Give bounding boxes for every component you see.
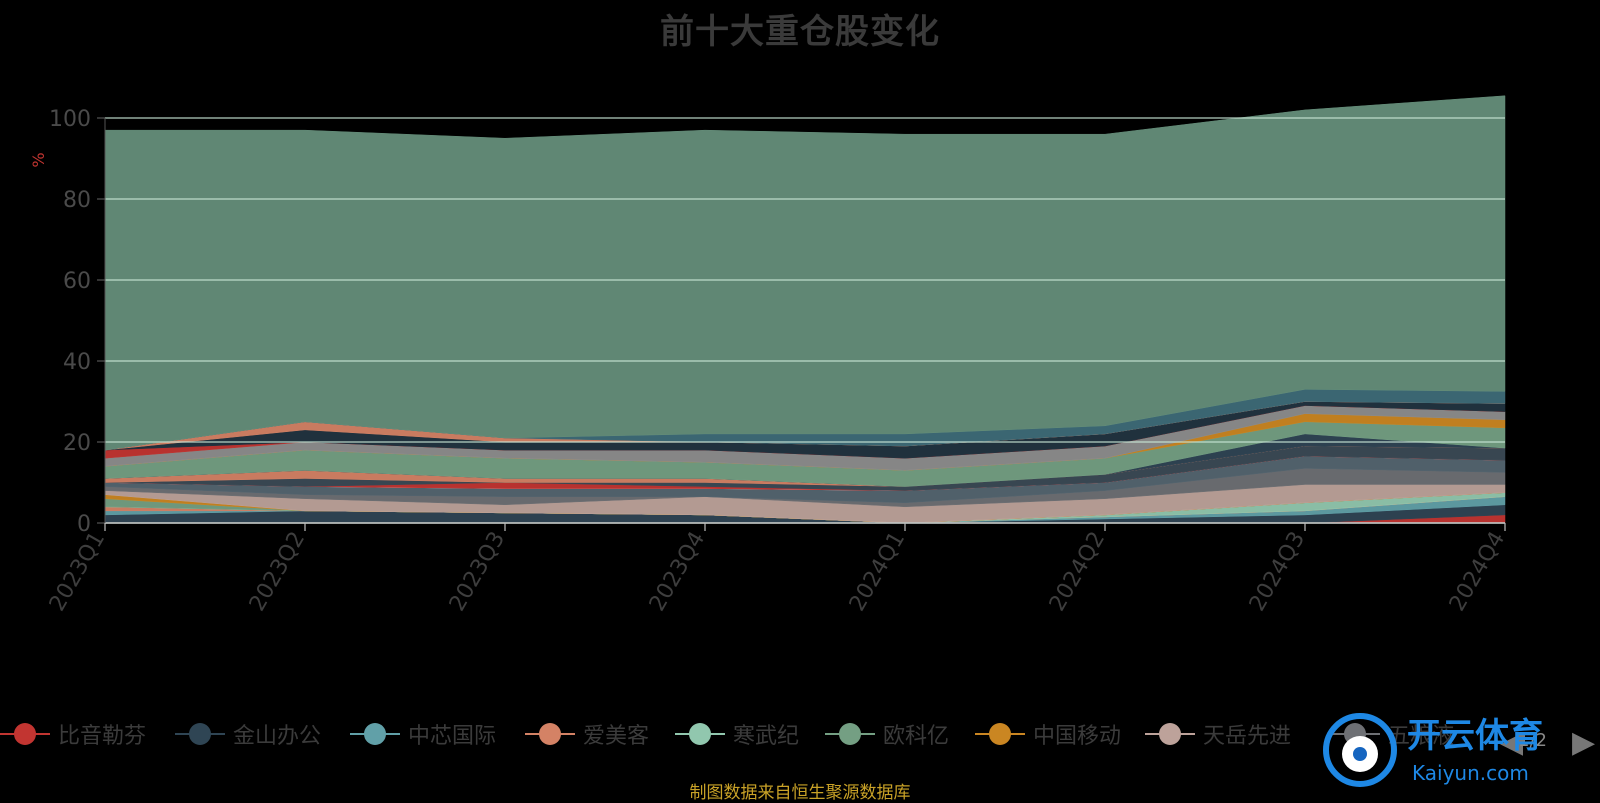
legend-item[interactable]: 五粮液: [1330, 716, 1454, 752]
legend-item[interactable]: 比音勒芬: [0, 716, 146, 752]
legend-label: 爱美客: [583, 724, 650, 749]
legend-item[interactable]: 中芯国际: [350, 716, 496, 752]
legend-marker-icon: [175, 716, 225, 752]
legend-item[interactable]: 天岳先进: [1145, 716, 1291, 752]
legend-item[interactable]: 金山办公: [175, 716, 321, 752]
kaiyun-watermark-logo: 开云体育 Kaiyun.com: [1323, 713, 1543, 787]
legend-marker-icon: [825, 716, 875, 752]
legend-marker-icon: [0, 716, 50, 752]
x-tick-label: 2024Q3: [1245, 528, 1310, 616]
x-tick-label: 2023Q2: [245, 528, 310, 616]
legend-marker-icon: [1145, 716, 1195, 752]
x-tick-label: 2024Q4: [1445, 528, 1510, 616]
legend-item[interactable]: 中国移动: [975, 716, 1121, 752]
legend-item[interactable]: 爱美客: [525, 716, 649, 752]
x-tick-label: 2023Q1: [45, 528, 110, 616]
legend-label: 天岳先进: [1203, 724, 1292, 749]
area-series: [104, 95, 1506, 524]
y-tick-label: 80: [63, 188, 91, 213]
legend-marker-icon: [525, 716, 575, 752]
legend-marker-icon: [350, 716, 400, 752]
legend-marker-icon: [675, 716, 725, 752]
y-tick-label: 0: [77, 512, 91, 537]
chart-legend: 比音勒芬 金山办公 中芯国际 爱美客 寒武纪 欧科亿 中国移动 天岳先进 五粮液: [0, 716, 1600, 752]
legend-label: 寒武纪: [733, 724, 800, 749]
x-tick-label: 2023Q3: [445, 528, 510, 616]
y-tick-label: 60: [63, 269, 91, 294]
legend-label: 比音勒芬: [58, 724, 147, 749]
y-axis-label: %: [29, 152, 48, 167]
legend-item[interactable]: 寒武纪: [675, 716, 799, 752]
watermark-brand-text: 开云体育: [1407, 716, 1543, 756]
source-footer: 制图数据来自恒生聚源数据库: [689, 783, 911, 803]
legend-label: 五粮液: [1388, 724, 1455, 749]
legend-next-arrow-icon[interactable]: ▶: [1572, 725, 1596, 760]
legend-prev-arrow-icon[interactable]: ◀: [1500, 725, 1524, 760]
legend-label: 中芯国际: [408, 724, 497, 749]
y-tick-label: 20: [63, 431, 91, 456]
chart-title: 前十大重仓股变化: [660, 12, 940, 52]
x-tick-label: 2023Q4: [645, 528, 710, 616]
legend-label: 金山办公: [233, 724, 322, 749]
y-tick-label: 100: [49, 107, 91, 132]
x-tick-label: 2024Q2: [1045, 528, 1110, 616]
legend-label: 欧科亿: [883, 724, 950, 749]
legend-item[interactable]: 欧科亿: [825, 716, 949, 752]
watermark-url-text: Kaiyun.com: [1412, 761, 1529, 785]
legend-marker-icon: [975, 716, 1025, 752]
legend-label: 中国移动: [1033, 724, 1122, 749]
x-tick-label: 2024Q1: [845, 528, 910, 616]
y-tick-label: 40: [63, 350, 91, 375]
legend-page-number: 1/2: [1518, 730, 1547, 751]
